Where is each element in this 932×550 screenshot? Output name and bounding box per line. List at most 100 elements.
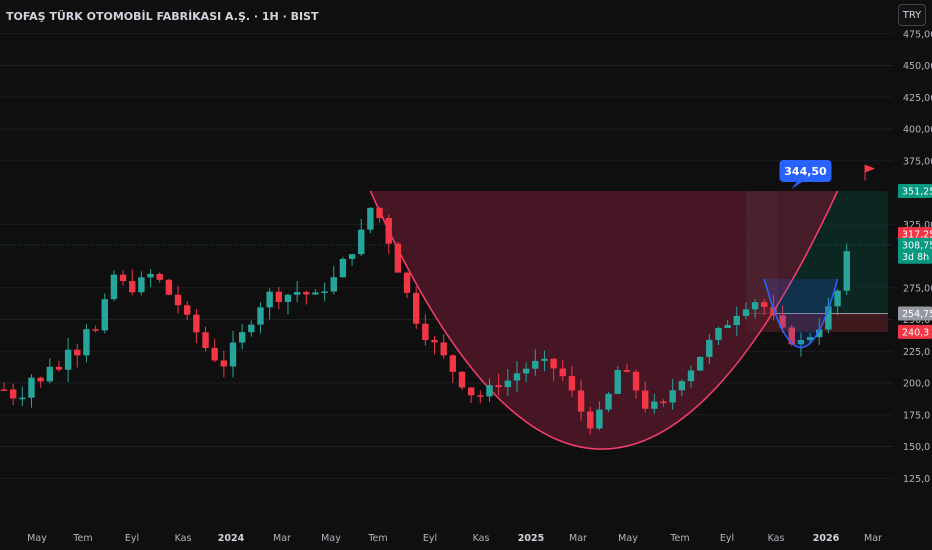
- candle-body: [706, 339, 713, 357]
- price-label: 254,75: [902, 309, 932, 320]
- candle-body: [550, 358, 557, 369]
- candle-body: [248, 324, 255, 333]
- candle-body: [742, 309, 750, 316]
- candle-body: [147, 274, 154, 278]
- candle-body: [64, 349, 72, 370]
- candle-body: [321, 291, 328, 293]
- handle-pattern: [763, 278, 839, 348]
- candle-body: [83, 329, 90, 356]
- candle-body: [211, 348, 218, 361]
- y-tick-label: 325,00: [903, 220, 932, 231]
- candle-body: [733, 315, 740, 326]
- candle-body: [229, 342, 237, 367]
- price-label-bg: [898, 249, 932, 264]
- candle-body: [825, 306, 832, 330]
- candle-body: [651, 401, 658, 409]
- candle-body: [522, 368, 530, 374]
- candle-body: [174, 294, 182, 306]
- x-tick-label: Eyl: [720, 533, 734, 544]
- y-axis: 125,0 150,0 175,0 200,0 225,0 250,0 275,00 325,…: [903, 29, 932, 484]
- candle-body: [477, 395, 484, 397]
- candle-body: [238, 332, 246, 343]
- candle-body: [788, 327, 795, 345]
- candle-body: [358, 229, 365, 255]
- candle-body: [156, 274, 163, 280]
- price-label: 3d 8h: [902, 252, 929, 263]
- candle-body: [403, 272, 411, 293]
- candle-body: [74, 349, 81, 356]
- candle-body: [138, 277, 145, 293]
- candle-body: [779, 315, 786, 328]
- candle-body: [19, 397, 26, 400]
- candle-body: [577, 390, 585, 412]
- y-tick-label: 250,0: [903, 315, 930, 326]
- x-tick-label: Mar: [569, 533, 587, 544]
- x-tick-label: May: [321, 533, 341, 544]
- y-tick-label: 150,0: [903, 442, 930, 453]
- x-tick-label: 2024: [218, 533, 245, 544]
- candle-body: [0, 389, 8, 391]
- candle-body: [559, 368, 566, 377]
- price-label: 240,3: [902, 327, 929, 338]
- candle-body: [303, 292, 310, 295]
- flag-shape: [865, 164, 876, 173]
- candle-body: [596, 409, 603, 429]
- candle-body: [193, 314, 200, 333]
- candle-body: [632, 371, 640, 391]
- x-tick-label: Eyl: [125, 533, 139, 544]
- callout-text: 344,50: [784, 165, 827, 178]
- currency-button[interactable]: TRY: [898, 4, 926, 26]
- flag-icon[interactable]: [864, 164, 876, 181]
- candle-body: [678, 381, 686, 391]
- candle-body: [751, 302, 759, 310]
- x-tick-label: May: [618, 533, 638, 544]
- candle-body: [275, 291, 282, 302]
- x-tick-label: Kas: [768, 533, 785, 544]
- price-label-bg: [898, 237, 932, 252]
- candle-body: [266, 291, 273, 308]
- candle-body: [348, 254, 356, 259]
- candle-body: [806, 337, 814, 341]
- candle-body: [55, 366, 63, 370]
- y-tick-label: 175,0: [903, 410, 930, 421]
- candle-body: [605, 393, 612, 410]
- x-tick-label: Mar: [864, 533, 882, 544]
- y-tick-label: 450,00: [903, 61, 932, 72]
- candle-body: [568, 376, 576, 391]
- candle-body: [715, 327, 722, 340]
- x-tick-label: 2026: [813, 533, 840, 544]
- callout-pointer: [791, 180, 804, 189]
- candle-body: [495, 385, 502, 388]
- candle-body: [37, 377, 44, 382]
- candle-body: [486, 385, 493, 397]
- x-tick-label: May: [27, 533, 47, 544]
- x-tick-label: Eyl: [423, 533, 437, 544]
- target-callout: 344,50: [779, 159, 832, 189]
- candle-body: [110, 274, 118, 300]
- candle-body: [816, 329, 823, 338]
- cup-pattern: [369, 190, 839, 450]
- candle-body: [376, 207, 383, 219]
- price-label-bg: [898, 306, 932, 321]
- x-tick-label: Mar: [273, 533, 291, 544]
- candle-body: [220, 360, 228, 367]
- candle-body: [293, 292, 301, 295]
- price-label: 351,25: [902, 186, 932, 197]
- candle-body: [467, 387, 475, 396]
- price-label: 308,75: [902, 240, 932, 251]
- candle-body: [165, 279, 173, 295]
- price-label-bg: [898, 227, 932, 242]
- candle-body: [385, 218, 392, 244]
- candle-body: [394, 243, 402, 273]
- candle-body: [623, 370, 631, 372]
- candle-body: [413, 292, 420, 324]
- candle-body: [696, 356, 704, 371]
- candle-body: [843, 251, 850, 291]
- y-tick-label: 475,00: [903, 29, 932, 40]
- candle-body: [449, 355, 457, 372]
- price-label: 317,25: [902, 230, 932, 241]
- candle-body: [312, 292, 319, 295]
- candle-body: [504, 380, 511, 388]
- candle-body: [339, 258, 347, 278]
